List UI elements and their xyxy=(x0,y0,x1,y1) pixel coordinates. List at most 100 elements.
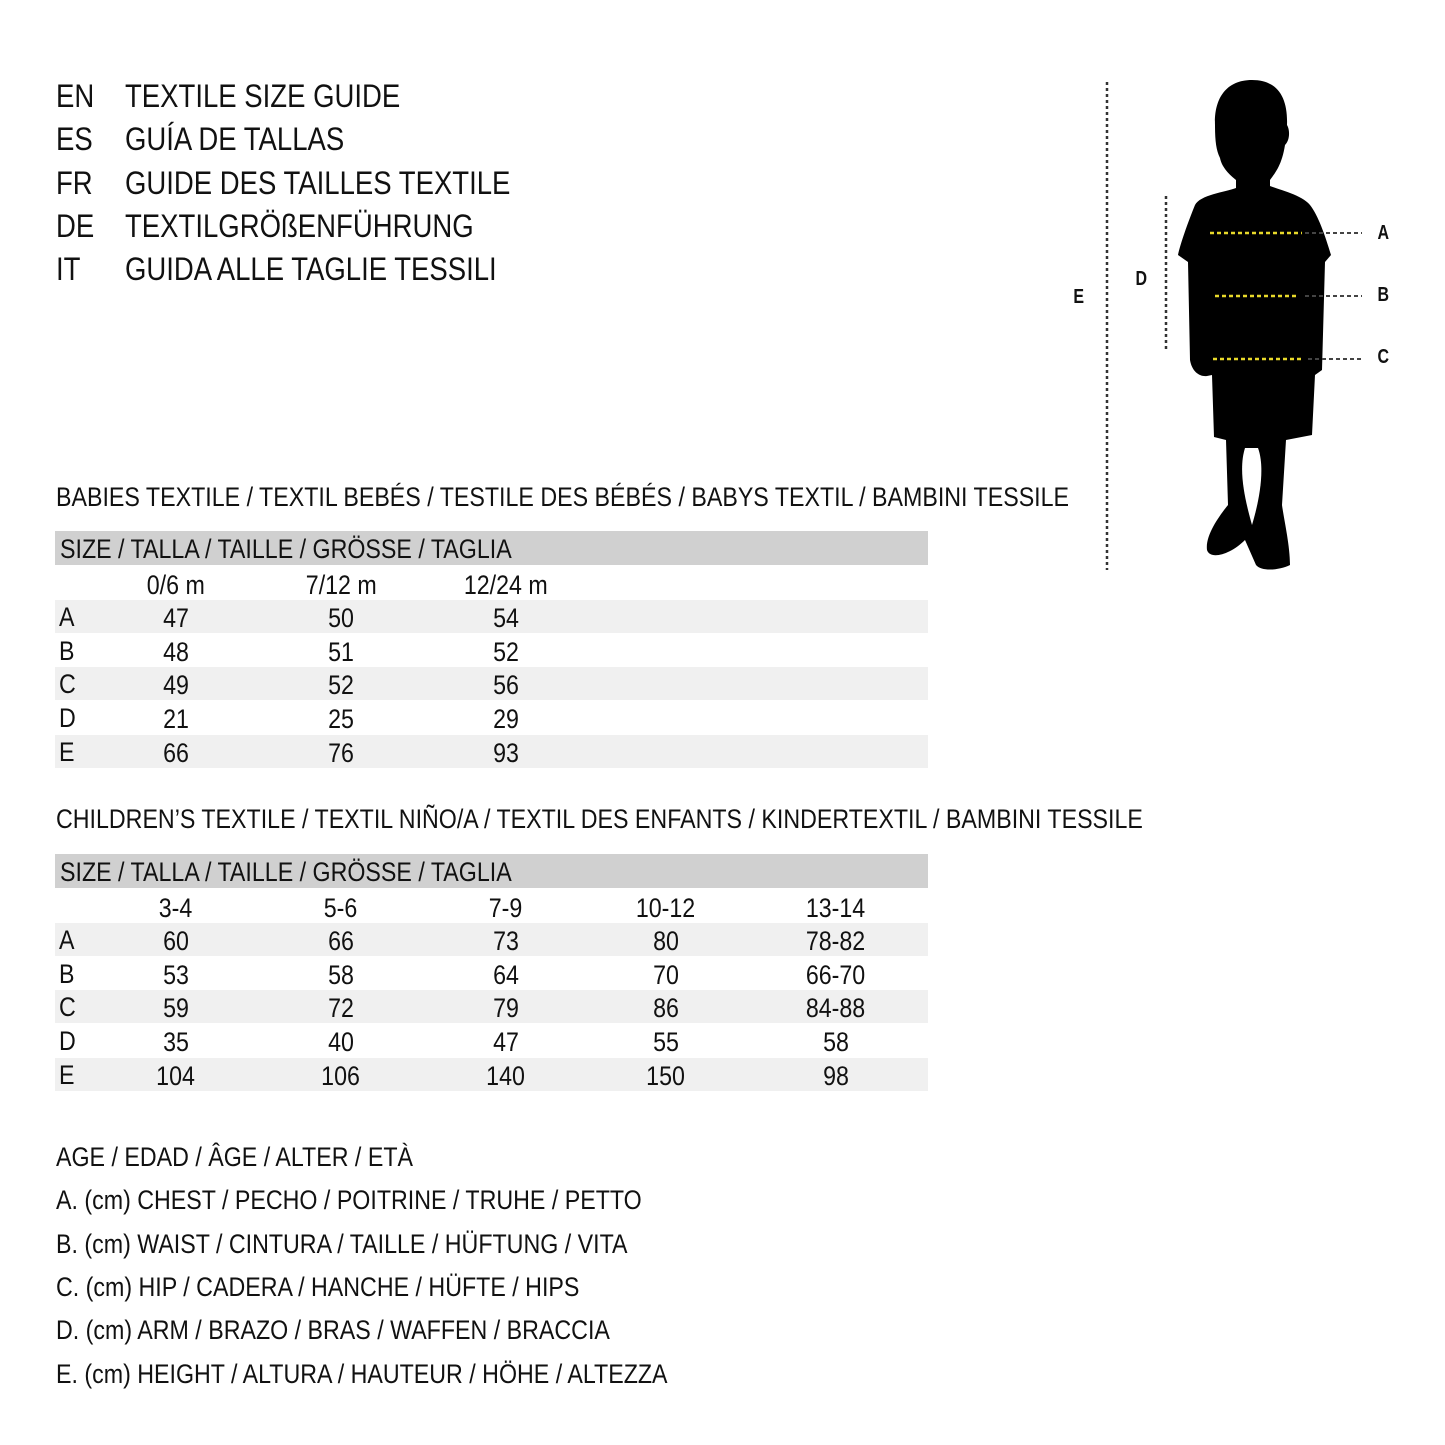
row-label: E xyxy=(59,735,77,768)
column-header: 13-14 xyxy=(776,890,896,923)
cell-value: 47 xyxy=(163,603,189,633)
table-cell: 56 xyxy=(446,667,566,700)
table-cell: 76 xyxy=(281,735,401,768)
column-header: 12/24 m xyxy=(446,567,566,600)
table-cell: 80 xyxy=(606,923,726,956)
table-row: C 49 52 56 xyxy=(55,667,928,701)
table-cell: 40 xyxy=(281,1024,401,1057)
table-cell: 106 xyxy=(281,1058,401,1091)
cell-value: 66 xyxy=(163,737,189,768)
cell-value: 48 xyxy=(163,636,189,667)
row-label-text: A xyxy=(59,602,75,632)
table-cell: 104 xyxy=(116,1058,236,1091)
table-cell: 73 xyxy=(446,923,566,956)
column-header: 10-12 xyxy=(606,890,726,923)
table-row: A 47 50 54 xyxy=(55,600,928,633)
table-cell: 49 xyxy=(116,667,236,700)
label-c: C xyxy=(1377,346,1390,368)
table-row: B 53 58 64 70 66-70 xyxy=(55,957,928,990)
table-cell: 84-88 xyxy=(776,990,896,1023)
language-code: IT xyxy=(56,251,81,288)
row-label-text: C xyxy=(59,669,76,700)
row-label-text: D xyxy=(59,703,76,734)
cell-value: 51 xyxy=(328,636,354,667)
row-label: C xyxy=(59,667,79,700)
table-cell: 79 xyxy=(446,990,566,1023)
cell-value: 49 xyxy=(163,670,189,701)
column-header-row: 3-4 5-6 7-9 10-12 13-14 xyxy=(55,890,928,923)
row-label: C xyxy=(59,990,79,1023)
label-d: D xyxy=(1135,268,1148,290)
table-cell: 48 xyxy=(116,634,236,667)
label-e: E xyxy=(1073,286,1085,308)
cell-value: 64 xyxy=(493,959,519,990)
table-cell: 150 xyxy=(606,1058,726,1091)
table-cell: 60 xyxy=(116,923,236,956)
cell-value: 47 xyxy=(493,1027,519,1058)
column-header-text: 3-4 xyxy=(159,893,193,923)
table-cell: 47 xyxy=(446,1024,566,1057)
table-cell: 78-82 xyxy=(776,923,896,956)
cell-value: 52 xyxy=(328,670,354,701)
column-header: 7-9 xyxy=(446,890,566,923)
cell-value: 56 xyxy=(493,670,519,701)
cell-value: 72 xyxy=(328,993,354,1024)
table-row: E 66 76 93 xyxy=(55,734,928,768)
column-header: 0/6 m xyxy=(116,567,236,600)
cell-value: 29 xyxy=(493,704,519,735)
row-label-text: E xyxy=(59,736,75,767)
row-label-text: A xyxy=(59,925,75,955)
cell-value: 86 xyxy=(653,993,679,1024)
column-header-text: 13-14 xyxy=(806,893,866,923)
table-cell: 52 xyxy=(446,634,566,667)
table-cell: 47 xyxy=(116,600,236,633)
table-cell: 66 xyxy=(116,735,236,768)
table-cell: 66 xyxy=(281,923,401,956)
row-label: A xyxy=(59,600,77,633)
language-code: FR xyxy=(56,164,93,201)
column-header: 7/12 m xyxy=(281,567,401,600)
table-row: D 21 25 29 xyxy=(55,701,928,734)
cell-value: 66-70 xyxy=(806,959,866,990)
guide-title: GUIDE DES TAILLES TEXTILE xyxy=(125,164,511,201)
table-cell: 25 xyxy=(281,701,401,734)
size-header-bar xyxy=(55,854,928,888)
cell-value: 79 xyxy=(493,993,519,1024)
row-label-text: B xyxy=(59,635,75,666)
row-label: B xyxy=(59,634,77,667)
label-a: A xyxy=(1377,222,1390,244)
table-cell: 58 xyxy=(281,957,401,990)
table-cell: 21 xyxy=(116,701,236,734)
table-cell: 70 xyxy=(606,957,726,990)
table-cell: 35 xyxy=(116,1024,236,1057)
cell-value: 66 xyxy=(328,926,354,956)
row-label-text: C xyxy=(59,992,76,1023)
table-cell: 64 xyxy=(446,957,566,990)
table-cell: 140 xyxy=(446,1058,566,1091)
column-header: 3-4 xyxy=(116,890,236,923)
cell-value: 70 xyxy=(653,959,679,990)
cell-value: 50 xyxy=(328,603,354,633)
table-row: D 35 40 47 55 58 xyxy=(55,1024,928,1057)
row-label: B xyxy=(59,957,77,990)
guide-title: GUIDA ALLE TAGLIE TESSILI xyxy=(125,251,497,288)
table-cell: 98 xyxy=(776,1058,896,1091)
language-code: ES xyxy=(56,121,93,158)
guide-title: GUÍA DE TALLAS xyxy=(125,121,345,158)
cell-value: 84-88 xyxy=(806,993,866,1024)
row-label: D xyxy=(59,701,79,734)
column-header-text: 5-6 xyxy=(324,893,358,923)
table-row: E 104 106 140 150 98 xyxy=(55,1057,928,1091)
children-section-title: CHILDREN’S TEXTILE / TEXTIL NIÑO/A / TEX… xyxy=(56,804,1143,834)
table-cell: 55 xyxy=(606,1024,726,1057)
cell-value: 55 xyxy=(653,1027,679,1058)
table-cell: 58 xyxy=(776,1024,896,1057)
cell-value: 106 xyxy=(321,1060,361,1091)
column-header-text: 0/6 m xyxy=(146,570,206,600)
table-row: B 48 51 52 xyxy=(55,634,928,667)
column-header-text: 10-12 xyxy=(636,893,696,923)
cell-value: 40 xyxy=(328,1027,354,1058)
cell-value: 54 xyxy=(493,603,519,633)
table-row: A 60 66 73 80 78-82 xyxy=(55,923,928,956)
table-cell: 66-70 xyxy=(776,957,896,990)
